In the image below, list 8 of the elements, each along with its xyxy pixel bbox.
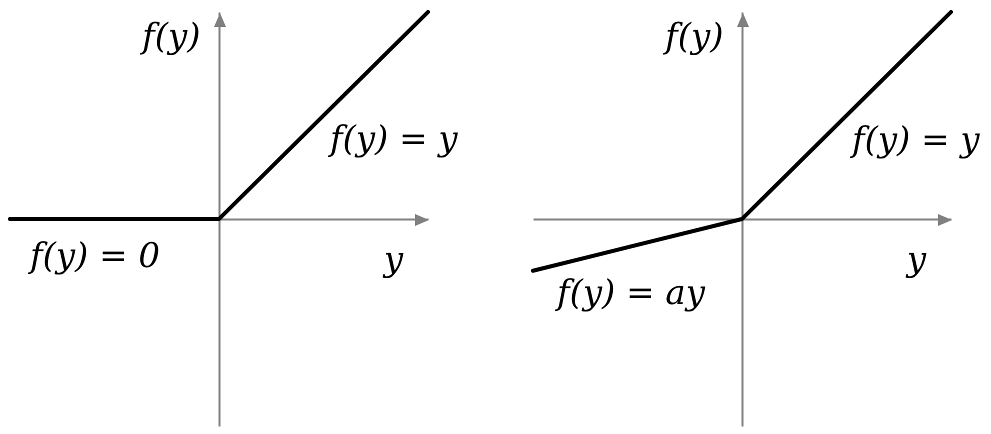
y-axis-title: f(y) xyxy=(662,16,724,56)
x-axis-title: y xyxy=(382,240,404,280)
x-axis-title: y xyxy=(904,240,927,280)
annotation: f(y) = y xyxy=(849,120,980,160)
annotation: f(y) = y xyxy=(327,119,458,159)
text: f(y) = 0 xyxy=(27,236,160,276)
text: f(y) = ay xyxy=(554,273,706,313)
y-axis-title: f(y) xyxy=(139,16,200,56)
